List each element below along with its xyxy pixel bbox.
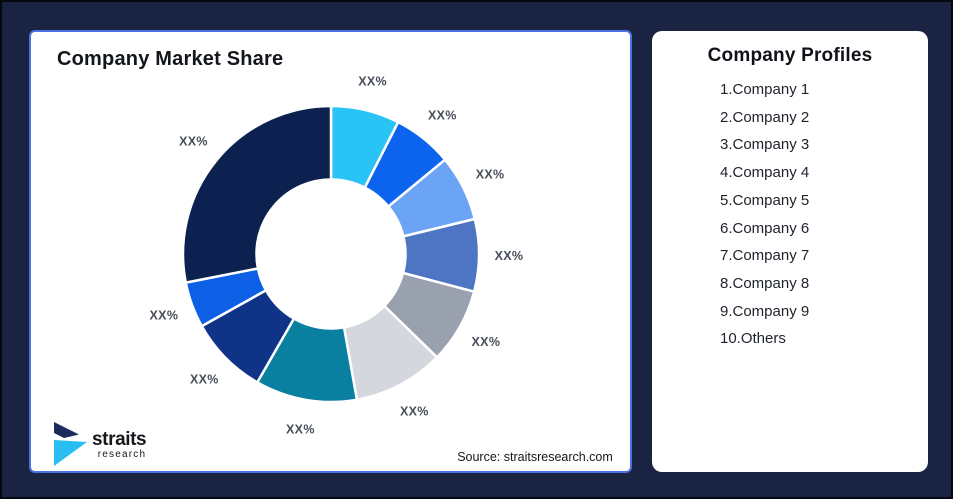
chart-card: Company Market Share XX% XX% XX% XX% XX% XX% X… [29,30,632,473]
profile-list-item: 7.Company 7 [720,247,810,265]
logo-wordmark-block: straits research [92,421,147,461]
slice-label-company-7: XX% [286,423,315,437]
donut-slice-others [181,104,333,284]
slice-label-company-5: XX% [472,335,501,349]
profiles-card: Company Profiles 1.Company 1 2.Company 2 3… [652,31,928,472]
profiles-title: Company Profiles [707,45,873,66]
profile-list-item: 9.Company 9 [720,302,810,320]
slice-label-company-6: XX% [400,405,429,419]
slice-label-company-3: XX% [476,168,505,182]
slice-label-company-9: XX% [150,309,179,323]
logo-subtext: research [97,449,147,460]
straits-logo: straits research [51,421,147,467]
profile-list-item: 4.Company 4 [720,164,810,182]
slice-label-company-2: XX% [428,108,457,122]
donut-chart: XX% XX% XX% XX% XX% XX% XX% XX% XX% XX% [150,74,524,437]
profile-list-item: 10.Others [720,330,786,348]
profile-list-item: 1.Company 1 [720,81,810,98]
profile-list-item: 3.Company 3 [720,136,810,154]
slice-label-company-8: XX% [190,372,219,386]
profile-list-item: 5.Company 5 [720,191,810,209]
logo-wordmark: straits [92,429,147,450]
source-text: Source: straitsresearch.com [457,450,613,464]
straits-logo-icon [54,422,87,466]
profile-list-item: 2.Company 2 [720,108,810,126]
profile-list-item: 6.Company 6 [720,219,810,237]
logo-arrow-bottom [54,440,87,466]
slice-label-others: XX% [179,134,208,148]
slice-label-company-1: XX% [358,74,387,88]
profiles-list: 1.Company 1 2.Company 2 3.Company 3 4.Compa… [652,76,928,353]
profile-list-item: 8.Company 8 [720,274,810,292]
chart-title: Company Market Share [57,48,284,70]
logo-arrow-top [54,422,79,438]
slice-label-company-4: XX% [495,249,524,263]
